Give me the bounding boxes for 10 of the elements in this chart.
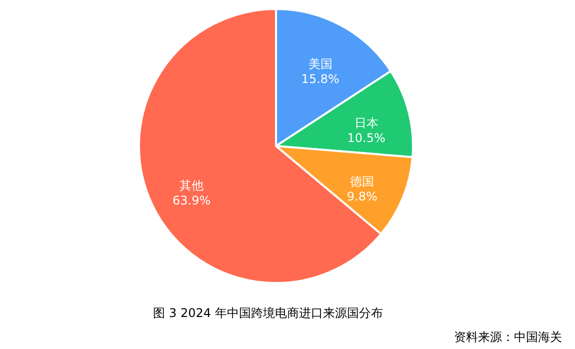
slice-label: 其他: [180, 178, 204, 192]
data-label: 10.5%: [347, 131, 386, 146]
slice-label: 日本: [354, 116, 378, 130]
slice-label: 美国: [308, 57, 332, 72]
data-label: 63.9%: [172, 193, 211, 208]
slice-label: 德国: [350, 174, 374, 188]
data-label: 15.8%: [301, 72, 340, 86]
text: 图 3 2024 年中国跨境电商进口来源国分布: [153, 306, 383, 320]
text: 资料来源：中国海关: [454, 330, 562, 344]
data-label: 9.8%: [346, 189, 378, 204]
